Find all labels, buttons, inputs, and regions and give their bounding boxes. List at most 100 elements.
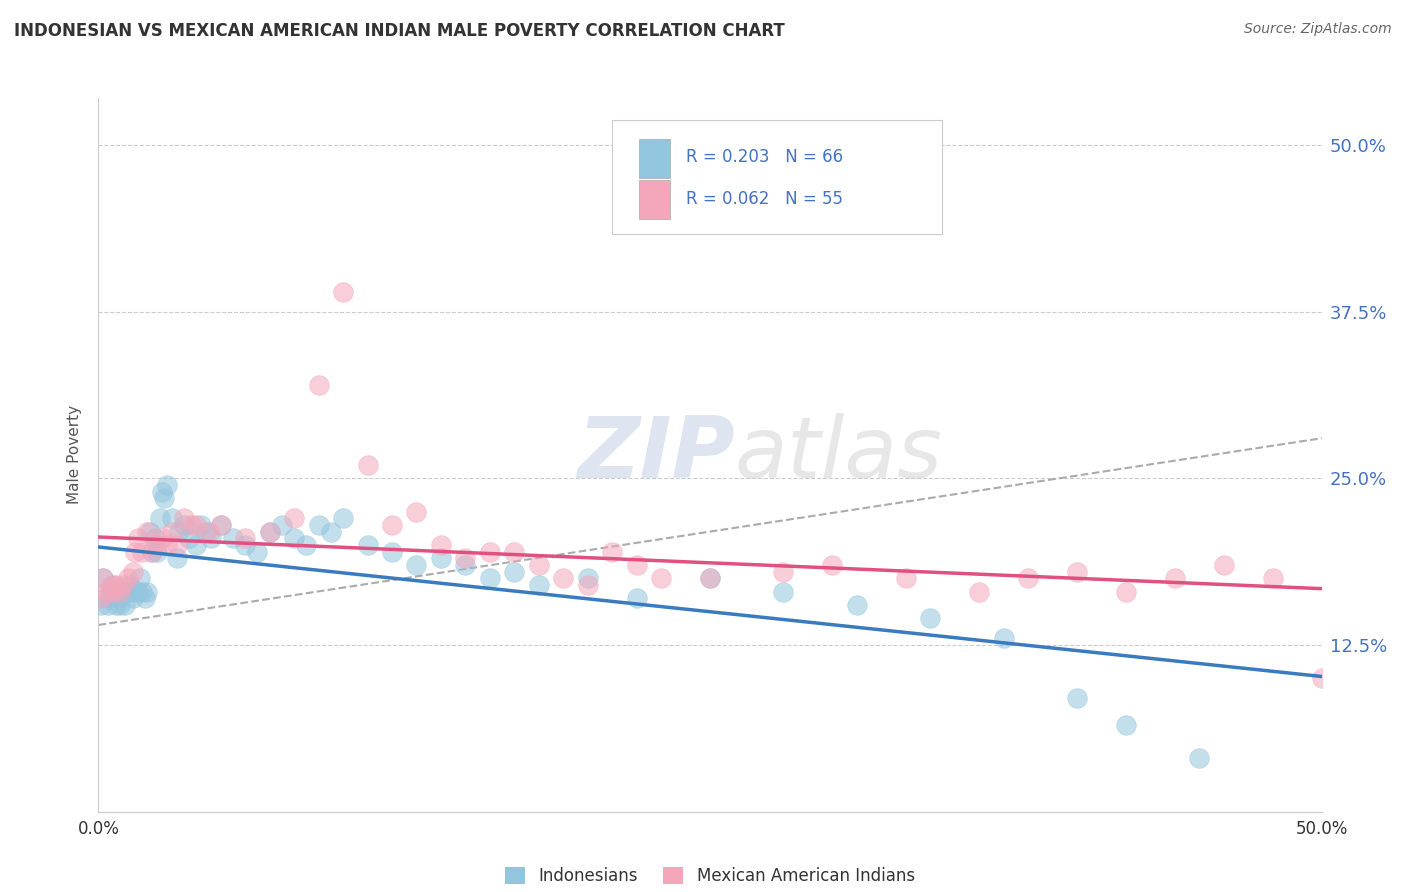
Point xyxy=(381,544,404,558)
Legend: Indonesians, Mexican American Indians: Indonesians, Mexican American Indians xyxy=(505,867,915,886)
Point xyxy=(100,584,122,599)
Point xyxy=(91,571,114,585)
Point xyxy=(160,511,183,525)
Point xyxy=(149,511,172,525)
Point xyxy=(110,584,132,599)
Point xyxy=(576,571,599,585)
Point xyxy=(821,558,844,572)
Point xyxy=(120,578,142,592)
Point xyxy=(136,584,159,599)
Point xyxy=(200,531,222,545)
Point xyxy=(503,565,526,579)
Point xyxy=(124,544,146,558)
Point xyxy=(430,551,453,566)
Point xyxy=(1115,718,1137,732)
Point xyxy=(699,571,721,585)
Point xyxy=(173,518,195,533)
Point xyxy=(246,544,269,558)
Point xyxy=(319,524,342,539)
Text: atlas: atlas xyxy=(734,413,942,497)
Point xyxy=(1310,671,1333,685)
Point xyxy=(136,524,159,539)
Point xyxy=(121,565,143,579)
FancyBboxPatch shape xyxy=(640,139,669,178)
Point xyxy=(894,571,917,585)
Point xyxy=(190,518,212,533)
Point xyxy=(283,511,305,525)
Point xyxy=(124,584,146,599)
Point xyxy=(143,531,166,545)
Point xyxy=(150,484,173,499)
Point xyxy=(478,544,501,558)
Point xyxy=(94,591,117,606)
Point xyxy=(139,524,162,539)
Point xyxy=(993,632,1015,646)
Point xyxy=(259,524,281,539)
Point xyxy=(146,538,169,552)
Text: R = 0.062   N = 55: R = 0.062 N = 55 xyxy=(686,191,842,209)
Point xyxy=(141,544,163,558)
Point xyxy=(1066,565,1088,579)
Text: Source: ZipAtlas.com: Source: ZipAtlas.com xyxy=(1244,22,1392,37)
FancyBboxPatch shape xyxy=(612,120,942,234)
Y-axis label: Male Poverty: Male Poverty xyxy=(67,405,83,505)
Point xyxy=(967,584,990,599)
Point xyxy=(283,531,305,545)
Point xyxy=(209,518,232,533)
Point xyxy=(699,571,721,585)
Point xyxy=(553,571,575,585)
Point xyxy=(131,544,153,558)
Point xyxy=(150,531,173,545)
Point xyxy=(110,598,132,612)
Point xyxy=(920,611,942,625)
Point xyxy=(94,584,117,599)
Point xyxy=(160,524,183,539)
Point xyxy=(156,478,179,492)
Point xyxy=(233,531,256,545)
Point xyxy=(332,511,354,525)
Point xyxy=(405,505,427,519)
Point xyxy=(177,531,200,545)
Point xyxy=(527,578,550,592)
Point xyxy=(129,571,152,585)
Point xyxy=(117,571,139,585)
Point xyxy=(332,285,354,299)
Point xyxy=(1066,691,1088,706)
Point xyxy=(167,524,190,539)
Point xyxy=(1164,571,1187,585)
Point xyxy=(117,584,139,599)
Point xyxy=(146,544,169,558)
Point xyxy=(166,551,188,566)
Point xyxy=(527,558,550,572)
Point xyxy=(1261,571,1284,585)
Point xyxy=(270,518,294,533)
Point xyxy=(134,591,156,606)
Point xyxy=(111,578,134,592)
Point xyxy=(430,538,453,552)
Point xyxy=(356,538,378,552)
Point xyxy=(308,518,330,533)
Point xyxy=(107,591,129,606)
Point xyxy=(197,524,219,539)
Text: INDONESIAN VS MEXICAN AMERICAN INDIAN MALE POVERTY CORRELATION CHART: INDONESIAN VS MEXICAN AMERICAN INDIAN MA… xyxy=(14,22,785,40)
Point xyxy=(195,524,218,539)
Point xyxy=(772,565,794,579)
Point xyxy=(233,538,256,552)
Point xyxy=(153,491,176,506)
Point xyxy=(173,511,195,525)
Point xyxy=(259,524,281,539)
Point xyxy=(626,558,648,572)
Point xyxy=(845,598,868,612)
Point xyxy=(626,591,648,606)
Point xyxy=(600,544,623,558)
Point xyxy=(100,578,122,592)
Point xyxy=(1115,584,1137,599)
Point xyxy=(576,578,599,592)
Point xyxy=(121,591,143,606)
Point xyxy=(356,458,378,472)
Point xyxy=(295,538,318,552)
Point xyxy=(111,584,134,599)
Text: R = 0.203   N = 66: R = 0.203 N = 66 xyxy=(686,148,842,166)
Point xyxy=(1188,751,1211,765)
Point xyxy=(101,578,124,592)
